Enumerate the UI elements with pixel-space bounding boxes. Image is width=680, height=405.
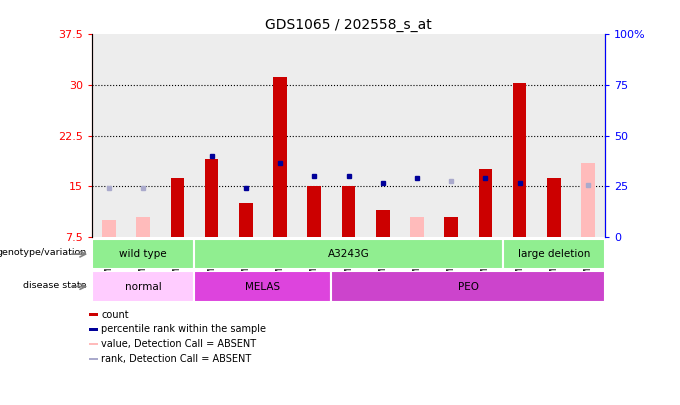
- Bar: [194, 271, 331, 302]
- Text: large deletion: large deletion: [517, 249, 590, 259]
- Bar: [297, 34, 331, 237]
- Text: count: count: [101, 309, 129, 320]
- Text: A3243G: A3243G: [328, 249, 369, 259]
- Bar: [581, 163, 595, 237]
- Text: rank, Detection Call = ABSENT: rank, Detection Call = ABSENT: [101, 354, 252, 364]
- Bar: [194, 34, 228, 237]
- Bar: [205, 159, 218, 237]
- Bar: [400, 34, 434, 237]
- Bar: [410, 217, 424, 237]
- Bar: [88, 328, 97, 330]
- Bar: [92, 34, 126, 237]
- Bar: [92, 271, 194, 302]
- Bar: [160, 34, 194, 237]
- Bar: [331, 34, 366, 237]
- Bar: [434, 34, 469, 237]
- Text: percentile rank within the sample: percentile rank within the sample: [101, 324, 266, 335]
- Bar: [171, 178, 184, 237]
- Text: normal: normal: [124, 281, 162, 292]
- Bar: [503, 34, 537, 237]
- Bar: [92, 239, 194, 269]
- Bar: [194, 239, 503, 269]
- Bar: [503, 239, 605, 269]
- Bar: [307, 186, 321, 237]
- Bar: [136, 217, 150, 237]
- Bar: [239, 203, 253, 237]
- Bar: [537, 34, 571, 237]
- Bar: [228, 34, 263, 237]
- Bar: [479, 169, 492, 237]
- Bar: [513, 83, 526, 237]
- Text: value, Detection Call = ABSENT: value, Detection Call = ABSENT: [101, 339, 256, 349]
- Bar: [444, 217, 458, 237]
- Bar: [273, 77, 287, 237]
- Text: MELAS: MELAS: [245, 281, 280, 292]
- Text: wild type: wild type: [119, 249, 167, 259]
- Text: disease state: disease state: [23, 281, 86, 290]
- Bar: [331, 271, 605, 302]
- Title: GDS1065 / 202558_s_at: GDS1065 / 202558_s_at: [265, 18, 432, 32]
- Bar: [263, 34, 297, 237]
- Bar: [341, 186, 356, 237]
- Bar: [88, 358, 97, 360]
- Bar: [376, 210, 390, 237]
- Bar: [88, 313, 97, 316]
- Bar: [88, 343, 97, 345]
- Text: PEO: PEO: [458, 281, 479, 292]
- Text: genotype/variation: genotype/variation: [0, 248, 86, 257]
- Bar: [571, 34, 605, 237]
- Bar: [366, 34, 400, 237]
- Bar: [547, 177, 561, 237]
- Bar: [126, 34, 160, 237]
- Bar: [102, 220, 116, 237]
- Bar: [469, 34, 503, 237]
